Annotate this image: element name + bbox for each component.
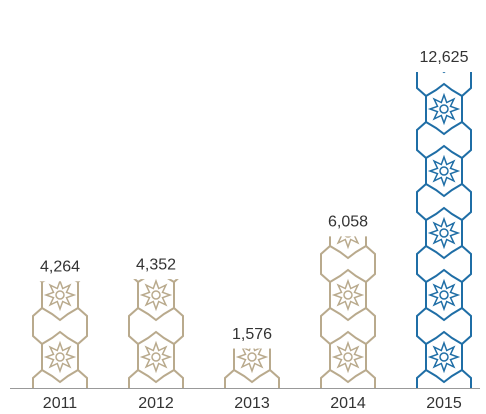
bar — [222, 349, 282, 388]
x-tick-label: 2015 — [426, 395, 462, 412]
x-tick-label: 2014 — [330, 395, 366, 412]
x-tick-label: 2011 — [43, 395, 78, 412]
value-label: 6,058 — [328, 214, 368, 231]
value-label: 1,576 — [232, 326, 272, 343]
value-label: 12,625 — [420, 49, 469, 66]
bar — [30, 281, 90, 388]
bar — [126, 279, 186, 388]
x-tick-label: 2012 — [138, 395, 174, 412]
bar — [414, 72, 474, 388]
value-label: 4,264 — [40, 258, 80, 275]
value-label: 4,352 — [136, 256, 176, 273]
chart: 2011 4,264 2012 4,352 2013 1,576 2014 6,058 2015… — [0, 0, 486, 414]
bar — [318, 236, 378, 388]
x-tick-label: 2013 — [234, 395, 270, 412]
